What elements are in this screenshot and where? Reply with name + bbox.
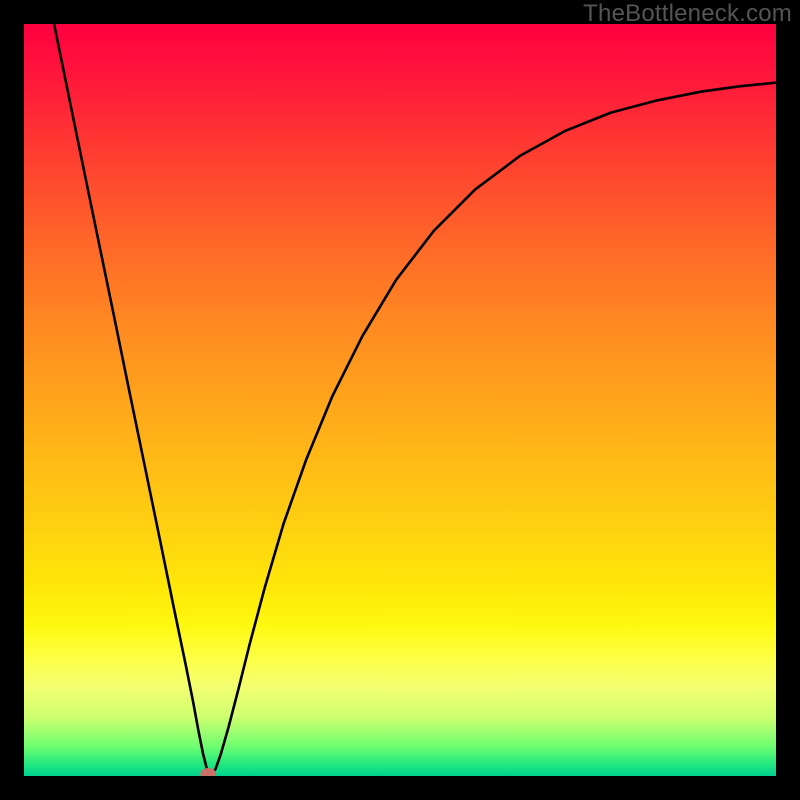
plot-frame (24, 24, 776, 776)
chart-container: TheBottleneck.com (0, 0, 800, 800)
bottleneck-chart-svg (24, 24, 776, 776)
chart-background-gradient (24, 24, 776, 776)
